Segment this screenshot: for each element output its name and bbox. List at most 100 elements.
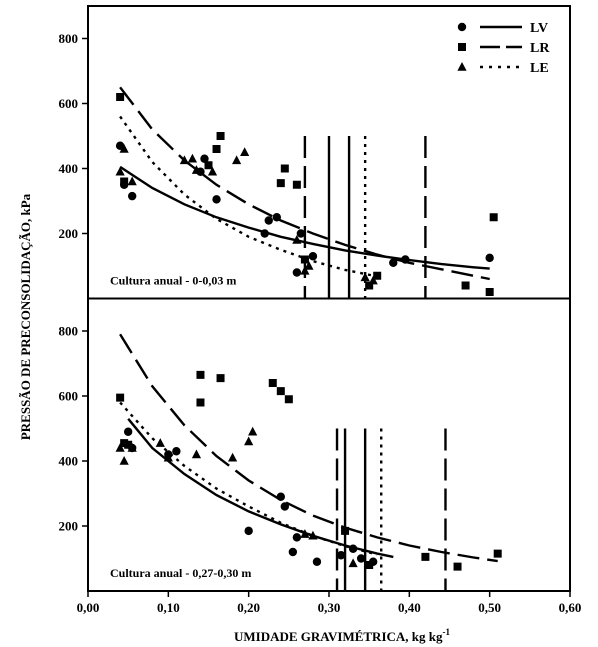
- data-point-lv: [389, 258, 398, 267]
- data-point-lr: [276, 387, 285, 396]
- data-point-le: [244, 436, 254, 446]
- data-point-le: [240, 147, 250, 157]
- y-tick-label: 400: [59, 161, 79, 176]
- data-point-le: [187, 153, 198, 163]
- data-point-le: [207, 166, 218, 176]
- data-point-lv: [288, 547, 298, 557]
- data-point-lv: [212, 195, 221, 204]
- x-tick-label: 0,30: [318, 600, 341, 615]
- data-point-lr: [116, 393, 125, 402]
- data-point-lr: [453, 562, 462, 571]
- data-point-lv: [401, 255, 410, 264]
- fit-curve-lr: [119, 333, 498, 563]
- data-point-lr: [421, 552, 430, 561]
- y-tick-label: 200: [59, 226, 79, 241]
- legend-marker-triangle: [457, 62, 467, 71]
- x-tick-label: 0,10: [157, 600, 180, 615]
- data-point-le: [163, 452, 173, 462]
- data-point-lv: [292, 533, 302, 542]
- data-point-le: [127, 443, 137, 452]
- data-point-lv: [312, 557, 322, 566]
- data-point-lv: [348, 544, 358, 553]
- y-tick-label: 600: [59, 96, 79, 111]
- data-point-le: [360, 272, 370, 282]
- data-point-lr: [493, 549, 502, 558]
- data-point-lv: [280, 502, 290, 511]
- x-tick-label: 0,60: [559, 600, 582, 615]
- legend: LV LR LE: [457, 21, 550, 76]
- data-point-lr: [276, 179, 285, 188]
- data-point-lr: [196, 370, 205, 379]
- y-tick-label: 400: [59, 454, 79, 469]
- data-point-lr: [341, 526, 350, 535]
- data-point-le: [191, 165, 202, 174]
- x-tick-label: 0,50: [478, 600, 501, 615]
- x-tick-label: 0,00: [77, 600, 100, 615]
- data-point-lr: [124, 440, 133, 449]
- data-point-lr: [373, 271, 382, 280]
- data-point-lr: [461, 281, 470, 290]
- data-point-lr: [216, 374, 225, 383]
- data-point-lr: [116, 93, 125, 101]
- chart-area: 200 400 600 800 Cultura anual - 0-0,03 m 200 4…: [59, 5, 582, 615]
- data-point-lr: [216, 132, 225, 140]
- data-point-lv: [264, 216, 273, 225]
- data-point-lr: [280, 164, 289, 173]
- panel-1: 200 400 600 800 Cultura anual - 0-0,03 m: [59, 31, 498, 299]
- data-point-lv: [308, 252, 318, 261]
- y-tick-label: 800: [59, 324, 79, 339]
- data-point-lr: [204, 161, 213, 170]
- data-point-lr: [120, 177, 129, 186]
- x-tick-label: 0,40: [398, 600, 421, 615]
- data-point-le: [228, 452, 238, 462]
- data-point-lr: [120, 439, 129, 448]
- data-point-lr: [292, 180, 301, 189]
- panel-annotation: Cultura anual - 0-0,03 m: [110, 274, 236, 288]
- data-point-le: [308, 530, 318, 540]
- data-point-lr: [485, 288, 494, 296]
- data-point-lv: [272, 213, 281, 222]
- data-point-le: [292, 235, 302, 244]
- data-point-lv: [292, 268, 302, 277]
- data-point-lv: [123, 427, 133, 436]
- panel-2: 200 400 600 800 Cultura anual - 0,27-0,30 m: [59, 297, 570, 591]
- data-point-le: [115, 166, 125, 176]
- legend-marker-circle: [457, 22, 467, 32]
- fit-curve-le: [119, 115, 378, 278]
- data-point-le: [119, 144, 129, 153]
- legend-label: LE: [530, 61, 549, 76]
- data-point-lr: [268, 379, 277, 387]
- data-point-lv: [485, 253, 494, 263]
- data-point-le: [232, 155, 242, 165]
- data-point-le: [115, 443, 125, 452]
- data-point-le: [248, 426, 258, 436]
- x-axis-label-superscript: -1: [443, 627, 451, 637]
- panel-annotation: Cultura anual - 0,27-0,30 m: [110, 566, 251, 580]
- data-point-lr: [365, 281, 374, 290]
- data-point-lr: [300, 255, 309, 264]
- x-axis-label: UMIDADE GRAVIMÉTRICA, kg kg-1: [234, 627, 451, 644]
- data-point-le: [304, 261, 314, 270]
- data-point-le: [119, 456, 129, 465]
- data-point-le: [300, 529, 310, 538]
- data-point-lr: [365, 561, 374, 569]
- data-point-lr: [212, 145, 221, 153]
- y-tick-label: 800: [59, 31, 79, 46]
- data-point-lr: [196, 398, 205, 407]
- data-point-lv: [296, 229, 306, 238]
- data-point-le: [300, 265, 310, 275]
- x-axis-label-text: UMIDADE GRAVIMÉTRICA, kg kg: [234, 629, 443, 644]
- data-point-lv: [276, 492, 285, 501]
- data-point-lv: [260, 229, 269, 238]
- data-point-le: [348, 558, 358, 568]
- data-point-le: [368, 275, 378, 285]
- data-point-lv: [172, 447, 181, 456]
- data-point-lr: [489, 213, 498, 222]
- data-point-lv: [336, 551, 346, 560]
- y-axis-label: PRESSÃO DE PRECONSOLIDAÇÃO, kPa: [18, 193, 33, 440]
- data-point-lv: [356, 554, 366, 563]
- data-point-le: [179, 155, 189, 165]
- y-tick-label: 200: [59, 519, 79, 534]
- data-point-lv: [244, 526, 253, 536]
